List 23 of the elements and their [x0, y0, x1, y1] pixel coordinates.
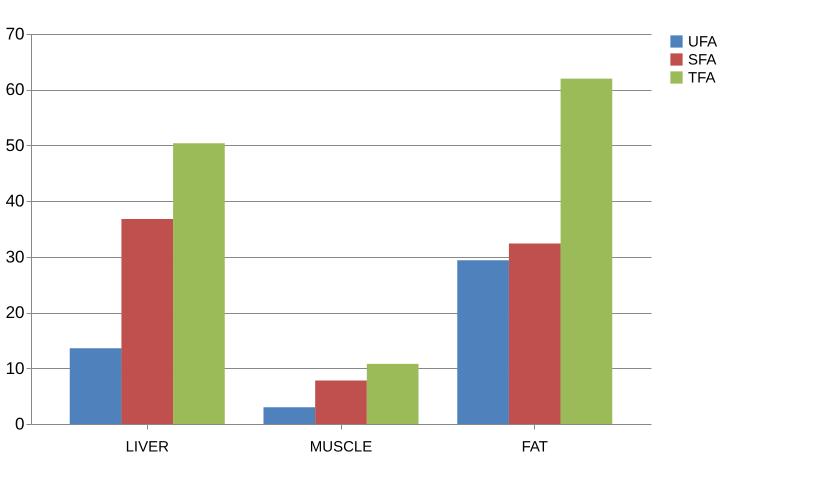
bar	[121, 218, 174, 424]
legend-label: UFA	[688, 34, 718, 50]
y-tick-label: 10	[6, 358, 24, 378]
bar	[173, 143, 225, 424]
y-tick-label: 0	[15, 414, 24, 434]
bar	[315, 380, 367, 424]
y-tick-label: 30	[6, 247, 24, 266]
bar	[264, 407, 316, 424]
x-tick-label: LIVER	[126, 438, 170, 456]
bar	[457, 260, 509, 424]
y-tick-label: 20	[6, 303, 24, 322]
y-tick-label: 70	[6, 24, 24, 44]
legend-label: SFA	[688, 52, 716, 68]
bar	[508, 243, 561, 424]
bar	[70, 348, 122, 424]
x-tick-label: MUSCLE	[310, 438, 372, 456]
y-tick-label: 40	[6, 192, 24, 211]
x-tick-label: FAT	[522, 438, 548, 456]
legend-label: TFA	[688, 70, 716, 86]
bar	[560, 78, 612, 424]
bar	[366, 364, 418, 424]
y-tick-label: 60	[6, 80, 24, 100]
y-tick-label: 50	[6, 136, 24, 155]
